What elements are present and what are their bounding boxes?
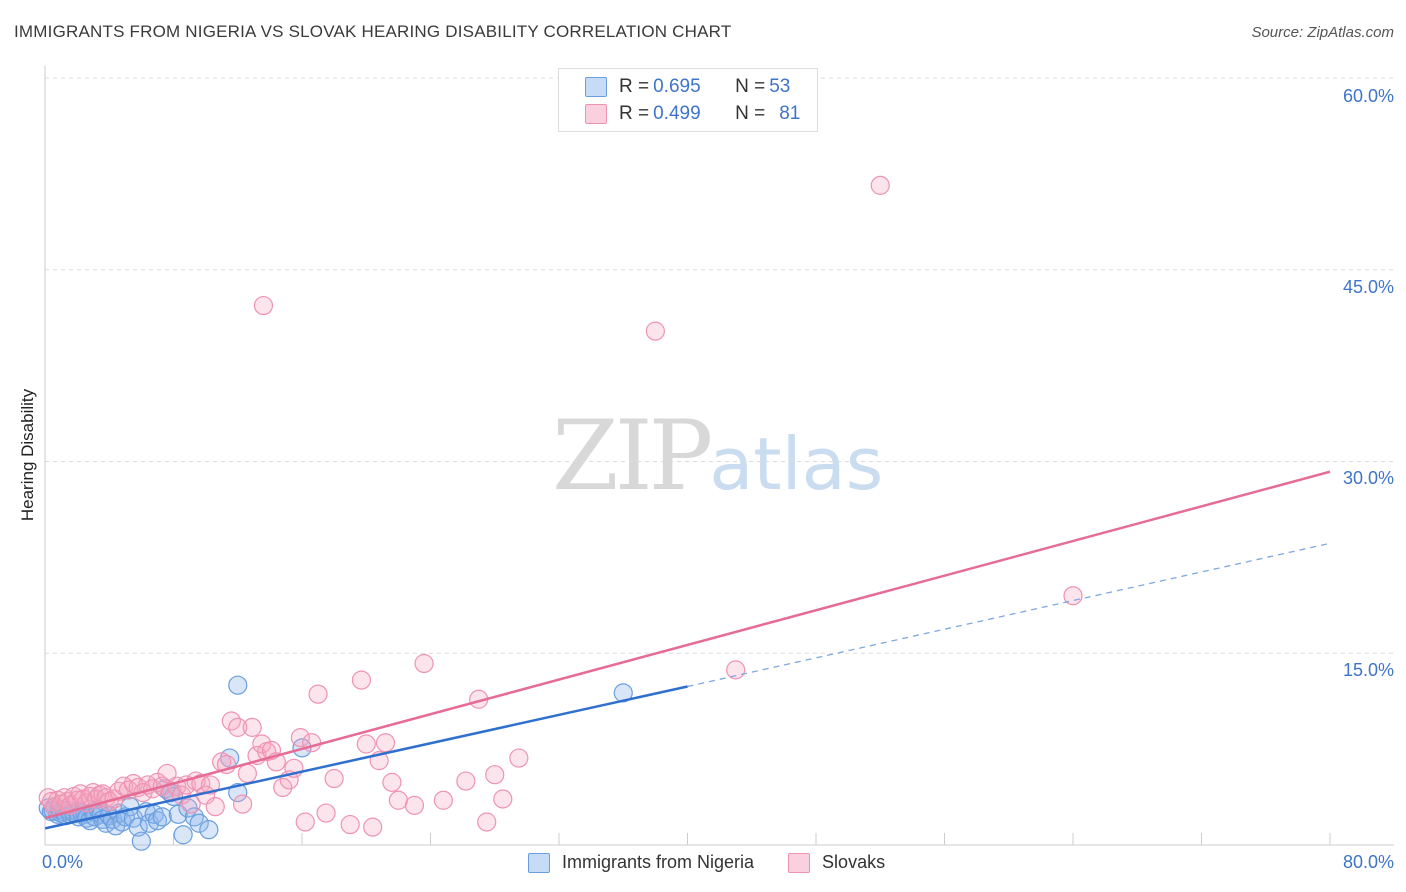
point-slovaks <box>205 797 225 817</box>
legend-swatch-nigeria <box>528 852 550 873</box>
x-tick-label-min: 0.0% <box>42 852 84 872</box>
point-slovaks <box>295 812 315 832</box>
legend-swatch-nigeria <box>585 77 607 97</box>
source-label: Source: ZipAtlas.com <box>1251 24 1394 41</box>
point-slovaks <box>340 814 360 835</box>
point-slovaks <box>493 789 513 809</box>
point-slovaks <box>414 653 434 674</box>
point-slovaks <box>316 803 336 823</box>
trendline-nigeria <box>44 685 688 830</box>
point-slovaks <box>351 670 372 690</box>
legend-n-label: N = <box>735 76 766 97</box>
point-slovaks <box>382 772 402 792</box>
point-slovaks <box>191 774 211 794</box>
point-nigeria <box>152 807 172 827</box>
chart-title: IMMIGRANTS FROM NIGERIA VS SLOVAK HEARIN… <box>14 22 732 41</box>
point-slovaks <box>324 768 344 789</box>
legend-r-label: R = <box>619 103 650 124</box>
point-slovaks <box>290 728 310 748</box>
legend-r-value: 0.695 <box>653 76 701 97</box>
y-tick-label-15: 15.0% <box>1342 660 1394 680</box>
legend-r-value: 0.499 <box>653 103 701 124</box>
point-slovaks <box>232 794 253 814</box>
legend-r-label: R = <box>619 76 650 97</box>
legend-item-slovaks[interactable]: Slovaks <box>788 852 885 873</box>
watermark-zip: ZIP <box>552 400 713 512</box>
point-slovaks <box>253 295 274 316</box>
point-slovaks <box>375 733 396 753</box>
point-slovaks <box>388 790 408 810</box>
point-slovaks <box>870 175 890 195</box>
legend-swatch-slovaks <box>585 104 607 124</box>
watermark: ZIPatlas <box>552 400 883 512</box>
point-slovaks <box>157 763 177 784</box>
legend-n-value: 81 <box>779 103 801 124</box>
watermark-atlas: atlas <box>709 422 884 506</box>
legend-swatch-slovaks <box>788 852 811 873</box>
point-nigeria <box>173 825 193 845</box>
trendline-slovaks <box>44 470 1331 820</box>
point-slovaks <box>645 321 665 341</box>
point-nigeria <box>131 831 151 851</box>
y-tick-label-60: 60.0% <box>1342 86 1394 106</box>
point-nigeria <box>199 820 219 840</box>
point-slovaks <box>404 795 425 815</box>
point-slovaks <box>273 777 293 798</box>
series-legend: Immigrants from Nigeria Slovaks <box>528 852 919 873</box>
point-slovaks <box>237 763 257 784</box>
correlation-legend: R = 0.695 N = 53 R = 0.499 N = 81 <box>558 68 818 132</box>
legend-row-slovaks: R = 0.499 N = 81 <box>585 102 800 126</box>
point-slovaks <box>228 717 248 737</box>
point-nigeria <box>168 804 188 824</box>
trendline-nigeria-extension <box>687 542 1331 688</box>
y-tick-label-45: 45.0% <box>1342 277 1394 297</box>
point-slovaks <box>477 812 497 832</box>
point-slovaks <box>509 748 529 768</box>
legend-n-label: N = <box>735 103 766 124</box>
x-tick-label-max: 80.0% <box>1342 852 1394 872</box>
point-nigeria <box>228 782 248 803</box>
legend-item-nigeria[interactable]: Immigrants from Nigeria <box>528 852 754 873</box>
legend-label-slovaks: Slovaks <box>822 852 886 872</box>
point-nigeria <box>228 675 248 695</box>
y-tick-label-30: 30.0% <box>1342 468 1394 488</box>
point-slovaks <box>242 717 262 737</box>
point-slovaks <box>456 771 476 791</box>
point-slovaks <box>363 817 383 837</box>
legend-row-nigeria: R = 0.695 N = 53 <box>585 75 790 99</box>
legend-label-nigeria: Immigrants from Nigeria <box>562 852 755 872</box>
point-slovaks <box>356 734 376 754</box>
legend-n-value: 53 <box>769 76 791 97</box>
point-slovaks <box>485 765 505 785</box>
point-nigeria <box>189 813 209 833</box>
point-slovaks <box>200 775 221 795</box>
point-nigeria <box>128 817 148 837</box>
point-slovaks <box>433 790 453 810</box>
point-slovaks <box>726 660 746 680</box>
point-slovaks <box>308 684 328 704</box>
